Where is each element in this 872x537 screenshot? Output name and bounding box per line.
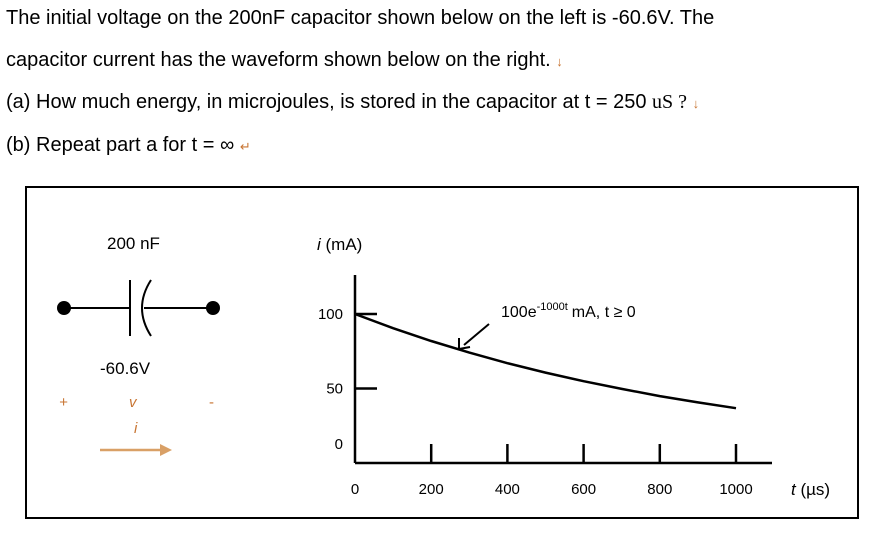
x-tick-label: 200 xyxy=(419,481,444,498)
formula-main: 100e xyxy=(501,304,537,321)
problem-line-1: The initial voltage on the 200nF capacit… xyxy=(6,6,714,30)
x-axis-label: t (µs) xyxy=(791,480,830,499)
formula-tail: mA, t ≥ 0 xyxy=(572,304,636,321)
y-axis-unit: (mA) xyxy=(326,235,363,254)
y-axis-var: i xyxy=(317,235,322,254)
current-chart: i (mA) 0 50 100 0 200 400 600 800 1000 t (µs) 1… xyxy=(317,235,830,499)
x-tick-label: 0 xyxy=(351,481,359,498)
problem-line-2-text: capacitor current has the waveform shown… xyxy=(6,49,551,71)
problem-line-3-text: (a) How much energy, in microjoules, is … xyxy=(6,91,647,113)
x-axis-unit: (µs) xyxy=(800,480,830,499)
annotation-arrow-line xyxy=(463,323,490,346)
figure-svg: 200 nF -60.6V + v - i i (mA) 0 50 100 0 200… xyxy=(57,234,830,499)
problem-line-4-text: (b) Repeat part a for t = ∞ xyxy=(6,134,235,156)
problem-line-4: (b) Repeat part a for t = ∞ ↵ xyxy=(6,133,251,159)
x-tick-label: 1000 xyxy=(719,481,752,498)
paragraph-mark: ↵ xyxy=(239,139,251,154)
capacitor-voltage-label: -60.6V xyxy=(100,359,151,378)
capacitor-value-label: 200 nF xyxy=(107,234,160,253)
figure-box: 200 nF -60.6V + v - i i (mA) 0 50 100 0 200… xyxy=(25,186,859,519)
x-tick-label: 400 xyxy=(495,481,520,498)
capacitor-circuit: 200 nF -60.6V + v - i xyxy=(57,234,220,456)
y-ticks-group: 0 50 100 xyxy=(318,306,377,453)
line-break-mark: ↓ xyxy=(556,54,563,69)
y-axis-label: i (mA) xyxy=(317,235,362,254)
current-symbol: i xyxy=(134,420,138,437)
problem-line-3: (a) How much energy, in microjoules, is … xyxy=(6,90,699,116)
y-tick-label: 0 xyxy=(335,436,343,453)
problem-line-3-unit: uS ? xyxy=(652,91,688,113)
voltage-symbol: v xyxy=(129,394,138,411)
plus-sign: + xyxy=(59,394,68,411)
problem-line-2: capacitor current has the waveform shown… xyxy=(6,48,563,74)
current-arrow-icon xyxy=(160,444,172,456)
problem-line-1-text: The initial voltage on the 200nF capacit… xyxy=(6,7,715,29)
x-axis-var: t xyxy=(791,480,797,499)
y-tick-label: 100 xyxy=(318,306,343,323)
formula-annotation: 100e-1000t mA, t ≥ 0 xyxy=(501,301,636,321)
current-decay-curve xyxy=(354,312,737,410)
annotation-arrow-head-icon xyxy=(458,338,471,351)
x-tick-label: 600 xyxy=(571,481,596,498)
x-ticks-group: 0 200 400 600 800 1000 xyxy=(351,444,753,498)
x-tick-label: 800 xyxy=(647,481,672,498)
formula-exponent: -1000t xyxy=(537,301,568,313)
line-break-mark: ↓ xyxy=(692,96,700,111)
minus-sign: - xyxy=(209,394,214,411)
capacitor-plate-curved xyxy=(141,279,152,337)
y-tick-label: 50 xyxy=(326,381,343,398)
